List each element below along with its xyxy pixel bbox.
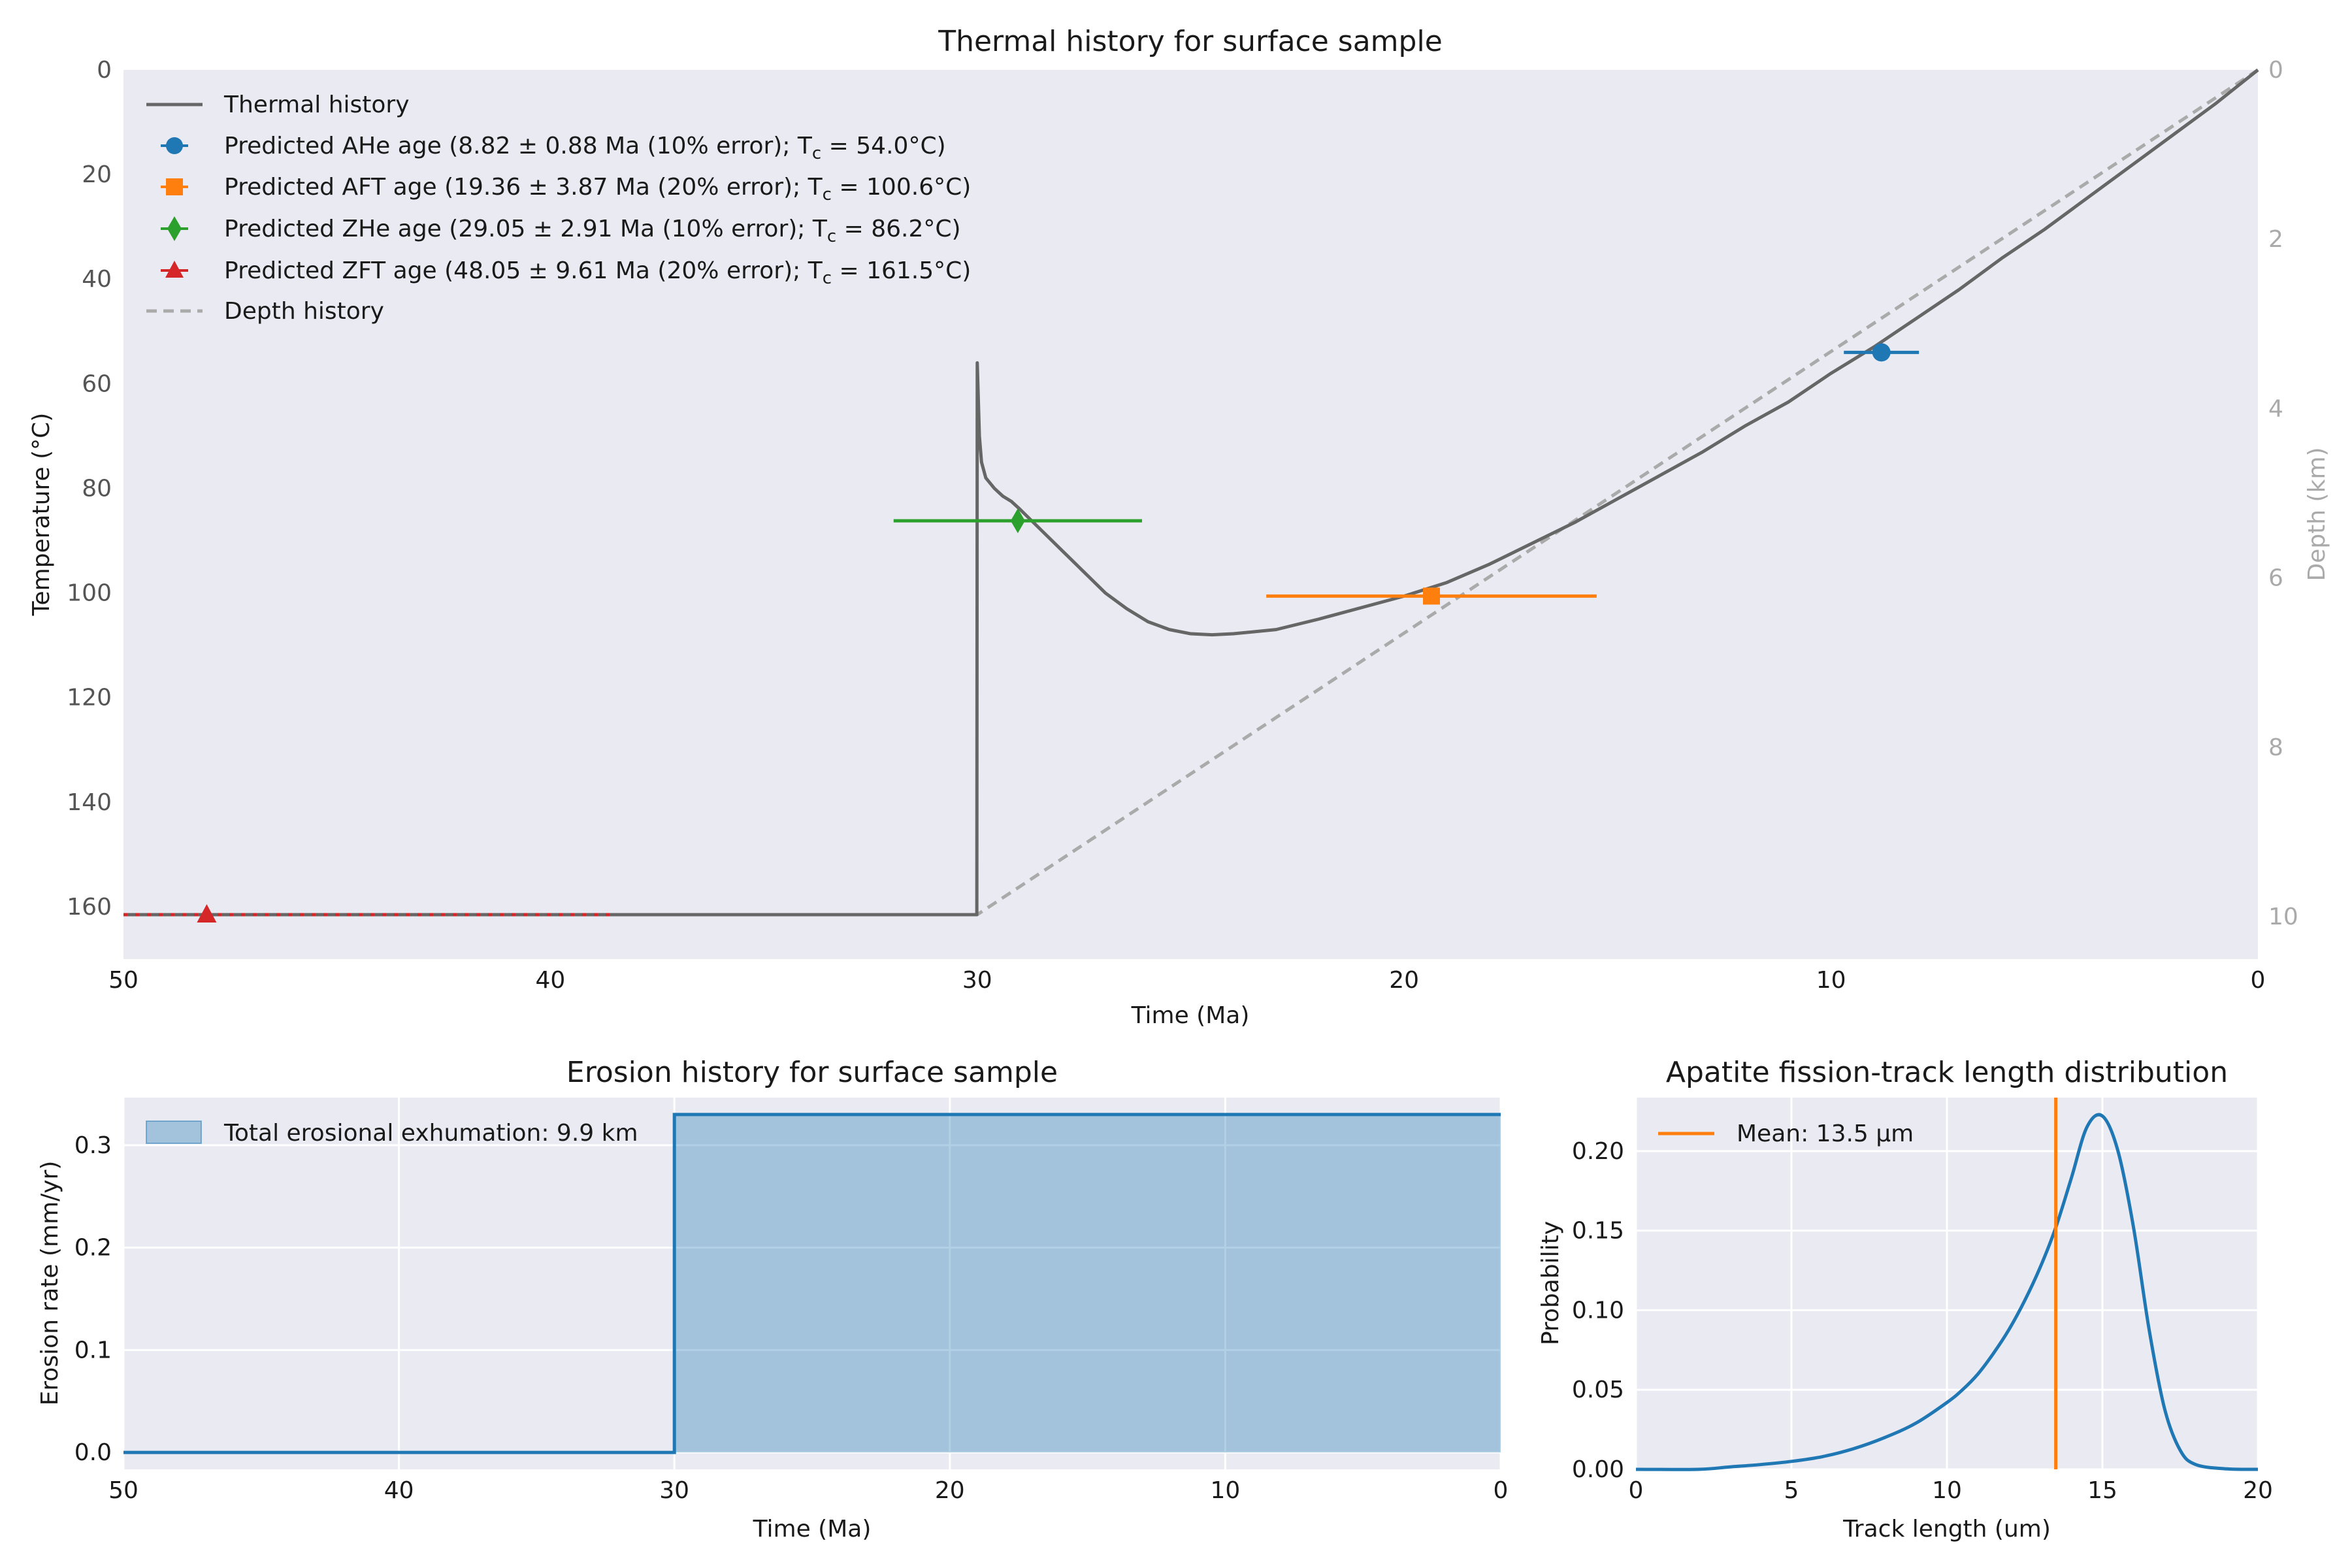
legend-aft-marker [166,178,183,195]
depth-yticks: 0 2 4 6 8 10 [2268,57,2298,930]
track-xtick-label: 5 [1784,1477,1799,1504]
track-ytick-label: 0.00 [1572,1456,1624,1483]
thermal-title: Thermal history for surface sample [938,25,1443,58]
erosion-xtick-label: 0 [1494,1477,1509,1504]
track-ytick-label: 0.15 [1572,1218,1624,1245]
legend-erosion-swatch [146,1120,202,1144]
thermal-age-points [123,343,1919,923]
erosion-title: Erosion history for surface sample [566,1056,1058,1089]
thermal-history-line [123,69,2259,917]
erosion-xtick-label: 20 [935,1477,965,1504]
thermal-plot-background [123,70,2258,959]
thermal-xtick-label: 40 [535,967,565,994]
thermal-xlabel: Time (Ma) [1131,1002,1250,1029]
thermal-ytick-label: 60 [82,370,112,397]
erosion-xticks: 50 40 30 20 10 0 [108,1477,1508,1504]
track-length-panel: Apatite fission-track length distributio… [1537,1056,2273,1543]
track-ytick-label: 0.20 [1572,1138,1624,1165]
erosion-fill-area [123,1114,1501,1453]
legend-zhe: Predicted ZHe age (29.05 ± 2.91 Ma (10% … [224,216,961,246]
erosion-xtick-label: 30 [659,1477,689,1504]
erosion-ytick-label: 0.1 [74,1337,112,1364]
thermal-ytick-label: 120 [67,685,112,711]
legend-erosion-total: Total erosional exhumation: 9.9 km [223,1120,638,1147]
erosion-xtick-label: 50 [108,1477,139,1504]
track-xlabel: Track length (um) [1842,1516,2051,1543]
track-series [1635,1098,2259,1471]
thermal-xtick-label: 20 [1389,967,1419,994]
age-marker-triangle [197,904,217,923]
thermal-ytick-label: 100 [67,580,112,607]
depth-ytick-label: 10 [2268,904,2298,930]
thermal-ytick-label: 160 [67,894,112,921]
track-ytick-label: 0.05 [1572,1377,1624,1403]
thermal-ytick-label: 80 [82,475,112,502]
track-grid [1635,1098,2259,1471]
thermal-ytick-label: 40 [82,266,112,293]
track-ytick-label: 0.10 [1572,1297,1624,1324]
erosion-ytick-label: 0.3 [74,1132,112,1159]
thermal-ytick-label: 20 [82,161,112,188]
track-xtick-label: 10 [1932,1477,1962,1504]
erosion-rate-line [123,1113,1501,1454]
thermal-series [123,68,2259,917]
thermal-xtick-label: 10 [1816,967,1846,994]
erosion-legend: Total erosional exhumation: 9.9 km [146,1120,638,1147]
erosion-series [123,1113,1501,1454]
thermal-yticks: 0 20 40 60 80 100 120 140 160 [67,57,112,921]
track-xtick-label: 15 [2087,1477,2117,1504]
track-length-pdf-line [1635,1113,2259,1471]
thermal-history-panel: Thermal history for surface sample Time … [28,25,2330,1029]
track-xtick-label: 0 [1629,1477,1644,1504]
legend-thermal-history: Thermal history [223,91,410,118]
erosion-ytick-label: 0.0 [74,1439,112,1466]
age-marker-circle [1872,343,1891,362]
legend-ahe: Predicted AHe age (8.82 ± 0.88 Ma (10% e… [224,133,946,163]
thermal-ylabel: Temperature (°C) [28,413,55,617]
track-yticks: 0.00 0.05 0.10 0.15 0.20 [1572,1138,1624,1483]
age-marker-square [1423,587,1441,605]
legend-zft: Predicted ZFT age (48.05 ± 9.61 Ma (20% … [224,257,971,288]
age-marker-diamond [1010,508,1025,534]
depth-ylabel: Depth (km) [2304,447,2330,581]
track-xticks: 0 5 10 15 20 [1629,1477,2273,1504]
erosion-history-panel: Erosion history for surface sample Time … [37,1056,1508,1543]
legend-ahe-marker [166,137,183,154]
thermal-ytick-label: 140 [67,789,112,816]
track-title: Apatite fission-track length distributio… [1666,1056,2228,1089]
depth-ytick-label: 6 [2268,565,2283,592]
thermal-xtick-label: 30 [962,967,992,994]
legend-mean: Mean: 13.5 µm [1737,1120,1914,1147]
erosion-yticks: 0.0 0.1 0.2 0.3 [74,1132,112,1466]
legend-aft: Predicted AFT age (19.36 ± 3.87 Ma (20% … [224,174,971,204]
thermal-xtick-label: 0 [2251,967,2266,994]
erosion-xtick-label: 40 [384,1477,414,1504]
depth-ytick-label: 4 [2268,395,2283,422]
thermal-ytick-label: 0 [97,57,112,84]
depth-ytick-label: 2 [2268,226,2283,253]
depth-ytick-label: 0 [2268,57,2283,84]
erosion-xtick-label: 10 [1210,1477,1240,1504]
depth-ytick-label: 8 [2268,734,2283,761]
track-xtick-label: 20 [2243,1477,2273,1504]
track-ylabel: Probability [1537,1221,1564,1345]
thermal-xticks: 50 40 30 20 10 0 [108,967,2265,994]
thermal-legend: Thermal history Predicted AHe age (8.82 … [146,91,971,325]
track-legend: Mean: 13.5 µm [1658,1120,1914,1147]
erosion-ylabel: Erosion rate (mm/yr) [37,1161,63,1406]
erosion-xlabel: Time (Ma) [753,1516,872,1543]
erosion-grid [122,1098,1502,1469]
legend-zhe-marker [167,216,182,241]
legend-zft-marker [165,261,184,278]
legend-depth-history: Depth history [224,298,384,325]
thermal-xtick-label: 50 [108,967,139,994]
erosion-ytick-label: 0.2 [74,1235,112,1262]
erosion-plot-background [123,1098,1501,1469]
